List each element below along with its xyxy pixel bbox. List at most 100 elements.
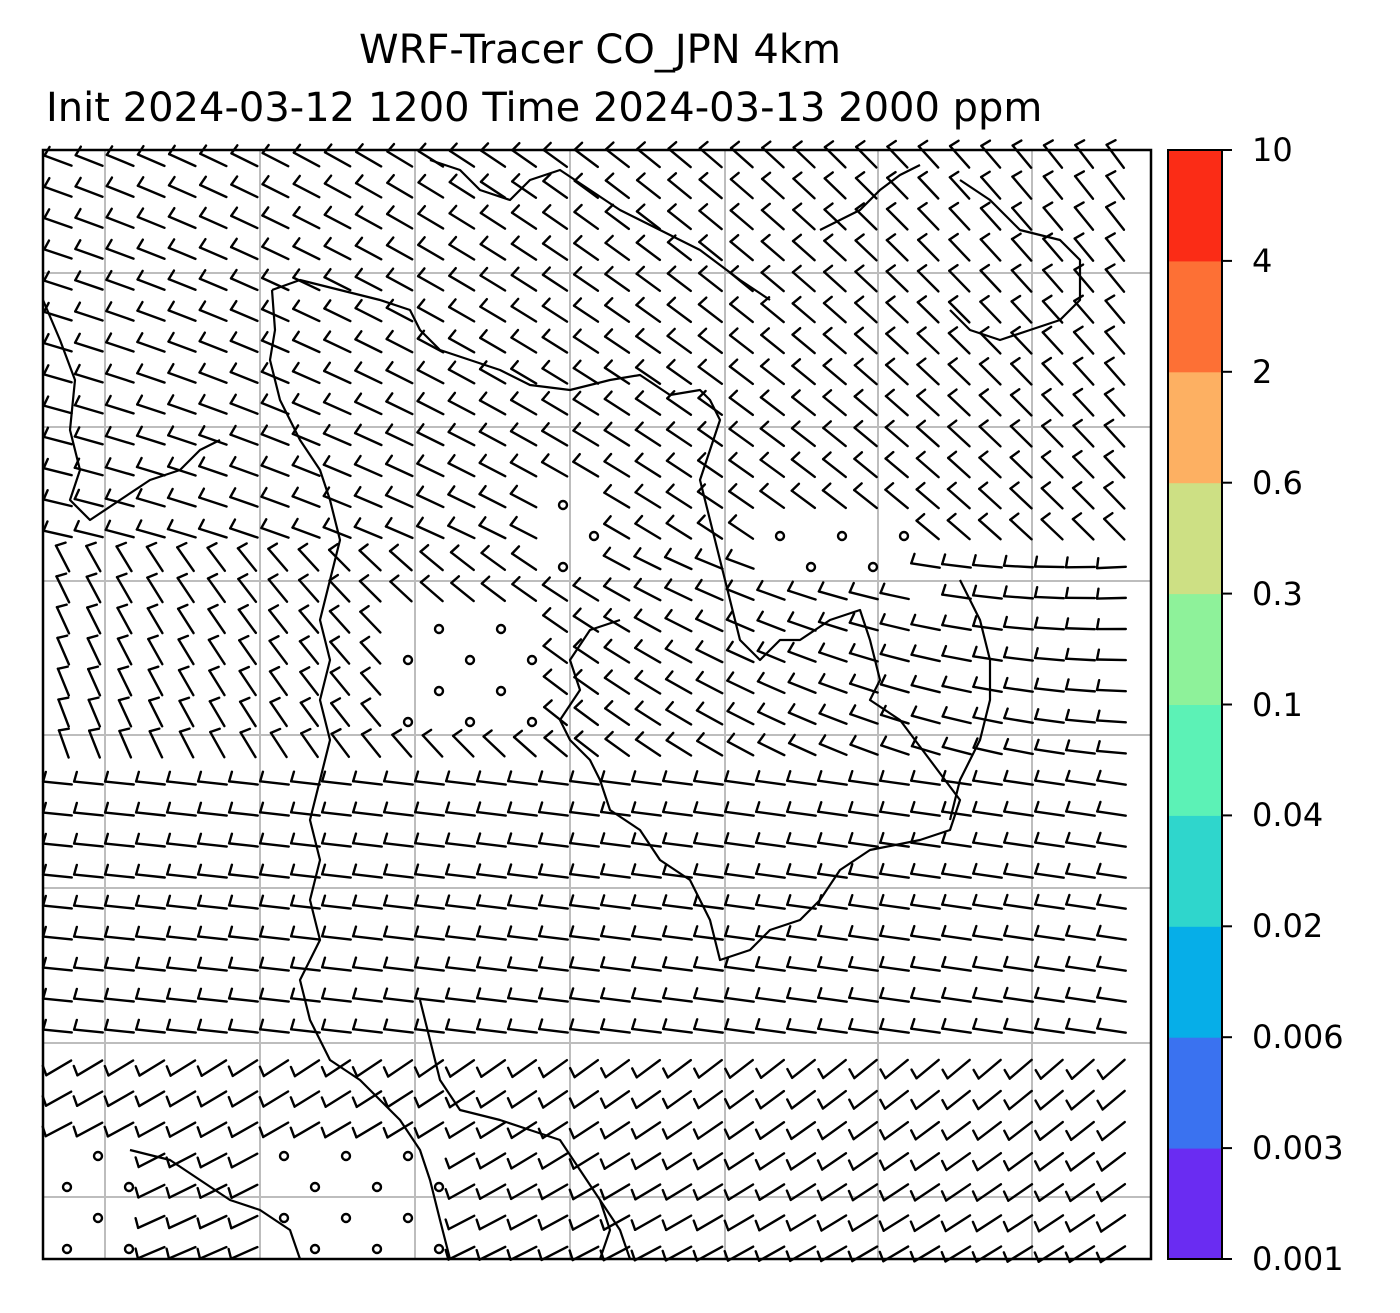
- wind-barb: [298, 635, 320, 665]
- wind-barb: [854, 264, 878, 293]
- wind-barb: [848, 769, 879, 786]
- wind-barb: [134, 1214, 166, 1230]
- wind-barb: [879, 1017, 910, 1034]
- wind-barb: [1033, 1183, 1065, 1202]
- wind-barb: [320, 832, 352, 848]
- wind-barb: [267, 542, 289, 572]
- wind-barb: [724, 1058, 755, 1079]
- wind-barb: [817, 956, 848, 972]
- wind-barb: [568, 801, 600, 817]
- wind-barb: [198, 206, 228, 230]
- wind-barb: [1002, 615, 1034, 631]
- wind-barb: [604, 730, 631, 758]
- wind-barb: [1034, 1058, 1064, 1080]
- wind-barb: [416, 267, 445, 292]
- wind-barb: [227, 894, 259, 910]
- coastlines: [41, 158, 1082, 1260]
- wind-barb: [238, 634, 257, 666]
- wind-barb: [165, 1245, 197, 1260]
- wind-barb: [103, 863, 135, 879]
- wind-barb: [791, 264, 816, 293]
- wind-barb: [724, 894, 755, 910]
- wind-barb: [698, 203, 723, 231]
- wind-barb: [635, 234, 662, 262]
- wind-barb: [910, 831, 941, 848]
- wind-barb: [134, 1245, 166, 1260]
- wind-barb: [910, 769, 941, 786]
- wind-barb: [227, 1152, 259, 1169]
- wind-barb: [320, 863, 352, 879]
- wind-barb: [572, 390, 600, 416]
- wind-barb: [755, 894, 786, 910]
- wind-barb: [971, 554, 1003, 569]
- wind-barb: [413, 956, 445, 972]
- wind-barb: [447, 422, 476, 447]
- wind-barb: [1042, 170, 1064, 200]
- wind-barb: [444, 925, 476, 941]
- wind-barb: [1041, 387, 1064, 417]
- wind-barb: [848, 1058, 878, 1080]
- wind-barb: [1065, 862, 1096, 879]
- calm-marker: [588, 530, 600, 542]
- wind-barb: [1096, 1151, 1127, 1172]
- wind-barb: [510, 173, 538, 199]
- wind-barb: [785, 1152, 817, 1171]
- wind-barb: [693, 987, 724, 1003]
- wind-barb: [878, 1183, 910, 1202]
- wind-barb: [940, 553, 972, 569]
- wind-barb: [351, 925, 383, 941]
- wind-barb: [165, 832, 197, 848]
- wind-barb: [941, 583, 972, 600]
- wind-barb: [822, 326, 847, 355]
- wind-barb: [697, 265, 723, 293]
- wind-barb: [322, 455, 352, 478]
- wind-barb: [382, 1090, 414, 1109]
- wind-barb: [853, 451, 878, 479]
- wind-barb: [728, 420, 755, 448]
- wind-barb: [978, 450, 1002, 479]
- wind-barb: [572, 328, 600, 354]
- wind-barb: [105, 238, 135, 260]
- wind-barb: [103, 801, 135, 817]
- wind-barb: [506, 1121, 538, 1140]
- wind-barb: [134, 832, 166, 848]
- wind-barb: [1010, 356, 1033, 386]
- wind-barb: [475, 863, 507, 879]
- wind-barb: [1034, 924, 1065, 941]
- wind-barb: [665, 731, 693, 757]
- wind-barb: [147, 634, 164, 666]
- wind-barb: [103, 1018, 135, 1034]
- wind-barb: [289, 1059, 321, 1078]
- calm-marker: [774, 530, 786, 542]
- wind-barb: [1002, 585, 1034, 600]
- wind-barb: [382, 1121, 414, 1139]
- wind-barb: [289, 894, 321, 910]
- calm-marker: [309, 1181, 321, 1193]
- wind-barb: [323, 268, 352, 292]
- wind-barb: [447, 329, 476, 354]
- wind-barb: [447, 485, 476, 509]
- wind-barb: [475, 1152, 507, 1170]
- wind-barb: [603, 452, 631, 478]
- wind-barb: [972, 1089, 1002, 1111]
- wind-barb: [165, 1018, 197, 1034]
- wind-barb: [167, 394, 197, 415]
- wind-barb: [853, 357, 878, 386]
- wind-barb: [229, 237, 259, 261]
- wind-barb: [136, 269, 166, 291]
- wind-barb: [604, 265, 631, 292]
- wind-barb: [136, 300, 166, 322]
- wind-barb: [291, 424, 321, 447]
- wind-barb: [413, 770, 445, 786]
- wind-barb: [1065, 986, 1096, 1003]
- wind-barb: [754, 1152, 786, 1171]
- wind-barb: [506, 1214, 538, 1231]
- wind-barb: [603, 638, 631, 664]
- wind-barb: [879, 955, 910, 972]
- wind-barb: [599, 832, 631, 848]
- wind-barb: [320, 894, 352, 910]
- wind-barb: [692, 1152, 724, 1171]
- wind-barb: [1065, 893, 1096, 910]
- wind-barb: [73, 363, 104, 384]
- wind-barb: [268, 635, 289, 666]
